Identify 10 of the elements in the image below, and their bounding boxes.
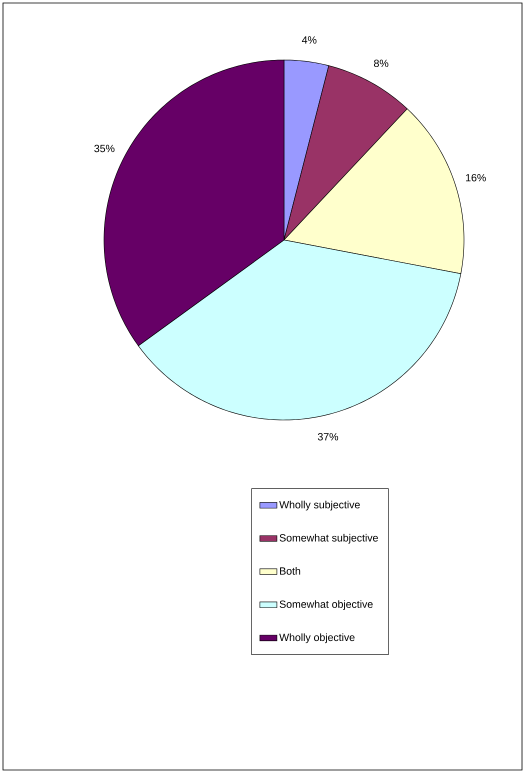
data-label: 16% xyxy=(466,174,486,182)
legend-label: Wholly subjective xyxy=(279,500,360,510)
data-label: 35% xyxy=(94,144,115,152)
data-label: 8% xyxy=(374,60,388,68)
legend-label: Somewhat objective xyxy=(280,600,373,610)
legend-label: Wholly objective xyxy=(279,633,355,644)
legend-label: Somewhat subjective xyxy=(280,534,378,544)
legend-label: Both xyxy=(280,567,300,575)
data-label: 4% xyxy=(302,36,316,44)
data-label: 37% xyxy=(318,433,338,440)
